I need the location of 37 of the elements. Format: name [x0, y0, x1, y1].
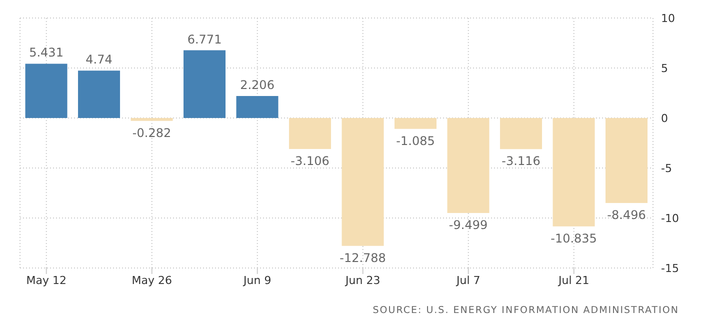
y-tick-label: -5 [661, 162, 672, 175]
data-label: 4.74 [86, 52, 112, 67]
bar [394, 118, 437, 129]
data-label: -3.116 [502, 154, 540, 168]
x-tick-label: Jul 21 [557, 274, 590, 287]
x-tick-label: May 26 [132, 274, 172, 287]
source-note: SOURCE: U.S. ENERGY INFORMATION ADMINISTRATION [372, 305, 679, 316]
data-label: -3.106 [290, 154, 330, 168]
x-tick-label: Jul 7 [455, 274, 480, 287]
bar [130, 118, 173, 121]
y-tick-label: -15 [661, 262, 679, 275]
bar [184, 50, 226, 118]
x-tick-label: Jun 23 [344, 274, 380, 287]
bar [236, 96, 278, 118]
bar [78, 70, 120, 118]
data-label: -1.085 [396, 134, 435, 148]
data-label: -10.835 [550, 231, 597, 246]
bar [342, 118, 384, 246]
x-tick-label: May 12 [26, 274, 66, 287]
data-label: -0.282 [132, 126, 172, 140]
bar [289, 118, 332, 150]
y-tick-label: 10 [661, 12, 675, 25]
bar [552, 118, 595, 226]
data-label: 2.206 [240, 78, 274, 92]
x-tick-label: Jun 9 [242, 274, 272, 287]
y-tick-label: 0 [661, 112, 668, 125]
bar [500, 118, 542, 150]
y-tick-label: -10 [661, 212, 679, 225]
bar [606, 118, 648, 203]
y-tick-label: 5 [661, 62, 668, 75]
bar [25, 64, 68, 118]
bar [447, 118, 490, 213]
data-label: -12.788 [340, 250, 386, 265]
data-label: 5.431 [29, 46, 64, 60]
data-label: -9.499 [448, 218, 488, 232]
data-label: -8.496 [607, 208, 646, 222]
data-label: 6.771 [187, 32, 222, 46]
